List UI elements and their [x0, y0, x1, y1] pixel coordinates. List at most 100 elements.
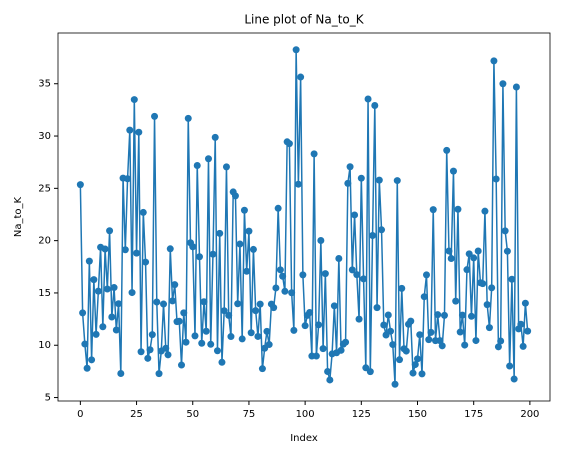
data-point	[346, 163, 354, 171]
data-point	[429, 206, 437, 214]
data-point	[204, 155, 212, 163]
y-tick-label: 25	[38, 183, 51, 194]
data-point	[470, 254, 478, 262]
data-point	[142, 258, 150, 266]
x-tick-label: 75	[243, 409, 256, 420]
data-point	[130, 96, 138, 104]
data-point	[247, 329, 255, 337]
data-point	[409, 369, 417, 377]
data-point	[191, 332, 199, 340]
data-point	[384, 311, 392, 319]
data-point	[106, 227, 114, 235]
data-point	[184, 114, 192, 122]
data-point	[243, 267, 251, 275]
data-point	[387, 327, 395, 335]
data-point	[222, 163, 230, 171]
data-point	[297, 73, 305, 81]
data-point	[182, 338, 190, 346]
data-point	[189, 243, 197, 251]
data-point	[393, 177, 401, 185]
data-point	[497, 337, 505, 345]
data-point	[121, 246, 129, 254]
data-point	[348, 266, 356, 274]
x-tick-label: 175	[464, 409, 483, 420]
y-tick-label: 35	[38, 79, 51, 90]
data-point	[519, 342, 527, 350]
data-point	[375, 176, 383, 184]
data-point	[245, 227, 253, 235]
data-point	[449, 167, 457, 175]
data-point	[494, 343, 502, 351]
data-point	[344, 179, 352, 187]
data-point	[171, 281, 179, 289]
data-point	[407, 317, 415, 325]
data-point	[213, 347, 221, 355]
x-tick-label: 100	[296, 409, 315, 420]
data-point	[274, 204, 282, 212]
data-point	[155, 370, 163, 378]
data-point	[481, 207, 489, 215]
data-point	[272, 284, 280, 292]
data-point	[175, 317, 183, 325]
data-point	[447, 254, 455, 262]
data-point	[425, 336, 433, 344]
data-point	[207, 340, 215, 348]
data-point	[94, 287, 102, 295]
data-point	[117, 370, 125, 378]
data-point	[312, 352, 320, 360]
data-point	[445, 247, 453, 255]
data-point	[79, 309, 87, 317]
data-point	[371, 101, 379, 109]
data-point	[238, 335, 246, 343]
data-point	[180, 309, 188, 317]
data-point	[503, 247, 511, 255]
data-point	[209, 250, 217, 258]
data-point	[279, 272, 287, 280]
data-point	[488, 284, 496, 292]
data-point	[360, 275, 368, 283]
data-point	[517, 320, 525, 328]
data-point	[83, 364, 91, 372]
data-point	[369, 232, 377, 240]
data-point	[499, 80, 507, 88]
data-point	[225, 311, 233, 319]
data-point	[270, 304, 278, 312]
data-point	[483, 301, 491, 309]
y-tick-label: 15	[38, 288, 51, 299]
data-point	[524, 327, 532, 335]
data-point	[452, 297, 460, 305]
x-tick-label: 0	[77, 409, 83, 420]
data-point	[454, 205, 462, 213]
data-point	[263, 327, 271, 335]
data-point	[463, 266, 471, 274]
data-point	[231, 192, 239, 200]
data-point	[153, 298, 161, 306]
data-point	[321, 270, 329, 278]
x-tick-label: 200	[520, 409, 539, 420]
data-point	[240, 206, 248, 214]
data-point	[146, 346, 154, 354]
x-tick-label: 50	[186, 409, 199, 420]
data-point	[256, 300, 264, 308]
data-point	[137, 348, 145, 356]
data-point	[90, 276, 98, 284]
data-point	[99, 323, 107, 331]
x-tick-label: 125	[352, 409, 371, 420]
data-point	[128, 289, 136, 297]
data-point	[211, 133, 219, 141]
data-point	[335, 254, 343, 262]
data-point	[319, 345, 327, 353]
data-point	[458, 311, 466, 319]
data-point	[169, 297, 177, 305]
y-tick-label: 30	[38, 131, 51, 142]
data-point	[227, 333, 235, 341]
data-point	[317, 237, 325, 245]
data-point	[306, 309, 314, 317]
data-point	[396, 356, 404, 364]
data-point	[252, 307, 260, 315]
data-point	[465, 250, 473, 258]
data-point	[378, 226, 386, 234]
data-point	[389, 341, 397, 349]
data-point	[76, 181, 84, 189]
